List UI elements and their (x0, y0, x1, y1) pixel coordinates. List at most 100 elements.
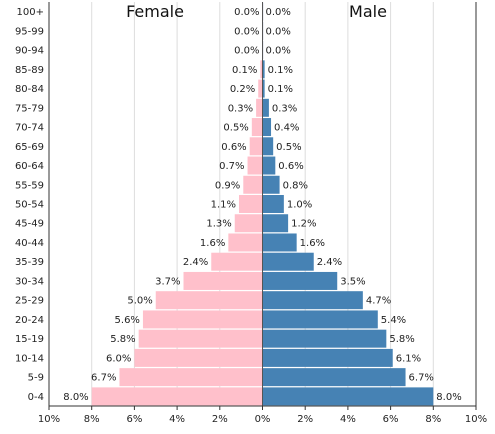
age-group-label: 95-99 (15, 26, 44, 37)
female-value-label: 0.7% (219, 161, 244, 172)
female-bar-10-14 (134, 348, 263, 367)
age-group-label: 30-34 (15, 276, 44, 287)
female-bar-35-39 (211, 252, 263, 271)
male-value-label: 1.6% (300, 238, 325, 249)
male-series-title: Male (349, 2, 387, 21)
female-bar-20-24 (142, 310, 263, 329)
female-bar-55-59 (243, 175, 263, 194)
male-bar-45-49 (262, 214, 289, 233)
female-value-label: 0.3% (228, 103, 253, 114)
male-value-label: 0.6% (278, 161, 303, 172)
x-tick-label: 8% (425, 414, 441, 425)
female-bar-5-9 (119, 368, 263, 387)
male-bar-40-44 (262, 233, 297, 252)
female-value-label: 0.1% (232, 65, 257, 76)
female-value-label: 0.5% (223, 123, 248, 134)
female-bar-65-69 (249, 137, 263, 156)
male-value-label: 5.8% (389, 334, 414, 345)
x-tick-label: 4% (340, 414, 356, 425)
male-bar-35-39 (262, 252, 314, 271)
female-bar-40-44 (228, 233, 263, 252)
male-value-label: 0.5% (276, 142, 301, 153)
age-group-label: 50-54 (15, 200, 44, 211)
x-tick-label: 10% (38, 414, 60, 425)
female-value-label: 1.6% (200, 238, 225, 249)
x-tick-label: 10% (465, 414, 487, 425)
female-value-label: 1.3% (206, 219, 231, 230)
male-bar-5-9 (262, 368, 406, 387)
age-group-label: 70-74 (15, 123, 44, 134)
female-bar-60-64 (247, 156, 263, 175)
female-value-label: 6.0% (106, 353, 131, 364)
male-bar-55-59 (262, 175, 280, 194)
male-value-label: 4.7% (366, 296, 391, 307)
female-value-label: 0.6% (221, 142, 246, 153)
x-tick-label: 0% (255, 414, 271, 425)
age-group-label: 60-64 (15, 161, 44, 172)
male-value-label: 0.8% (283, 180, 308, 191)
male-value-label: 1.0% (287, 200, 312, 211)
x-tick-label: 6% (126, 414, 142, 425)
male-value-label: 6.7% (409, 373, 434, 384)
female-bar-85-89 (260, 60, 263, 79)
age-group-label: 75-79 (15, 103, 44, 114)
age-group-label: 65-69 (15, 142, 44, 153)
age-group-label: 80-84 (15, 84, 44, 95)
male-bar-10-14 (262, 348, 393, 367)
age-group-label: 20-24 (15, 315, 44, 326)
age-group-label: 35-39 (15, 257, 44, 268)
male-value-label: 8.0% (436, 392, 461, 403)
age-group-label: 55-59 (15, 180, 44, 191)
female-series-title: Female (126, 2, 184, 21)
female-value-label: 0.9% (215, 180, 240, 191)
male-value-label: 0.1% (268, 65, 293, 76)
female-value-label: 2.4% (183, 257, 208, 268)
age-group-label: 100+ (17, 7, 44, 18)
male-bar-70-74 (262, 118, 272, 137)
female-value-label: 8.0% (63, 392, 88, 403)
male-value-label: 0.0% (266, 7, 291, 18)
female-bar-45-49 (234, 214, 263, 233)
female-value-label: 1.1% (211, 200, 236, 211)
x-tick-label: 2% (212, 414, 228, 425)
male-value-label: 0.1% (268, 84, 293, 95)
female-bar-0-4 (91, 387, 263, 406)
age-group-label: 85-89 (15, 65, 44, 76)
x-tick-label: 2% (297, 414, 313, 425)
age-group-label: 5-9 (28, 373, 44, 384)
age-group-label: 0-4 (28, 392, 44, 403)
female-value-label: 3.7% (155, 276, 180, 287)
male-bar-30-34 (262, 271, 338, 290)
female-value-label: 5.8% (110, 334, 135, 345)
male-value-label: 0.0% (266, 26, 291, 37)
age-group-label: 45-49 (15, 219, 44, 230)
female-bar-75-79 (256, 98, 263, 117)
male-bar-80-84 (262, 79, 265, 98)
age-group-label: 40-44 (15, 238, 44, 249)
male-bar-20-24 (262, 310, 378, 329)
x-tick-label: 8% (84, 414, 100, 425)
male-bar-0-4 (262, 387, 434, 406)
x-tick-label: 4% (169, 414, 185, 425)
female-value-label: 0.0% (234, 46, 259, 57)
male-value-label: 1.2% (291, 219, 316, 230)
female-bar-50-54 (239, 195, 263, 213)
female-bar-70-74 (251, 118, 263, 137)
male-bar-60-64 (262, 156, 276, 175)
x-tick-label: 6% (383, 414, 399, 425)
male-bar-65-69 (262, 137, 274, 156)
male-value-label: 0.4% (274, 123, 299, 134)
female-value-label: 5.0% (127, 296, 152, 307)
age-group-label: 90-94 (15, 46, 44, 57)
male-value-label: 3.5% (340, 276, 365, 287)
female-value-label: 0.0% (234, 26, 259, 37)
male-bar-25-29 (262, 291, 363, 310)
male-value-label: 2.4% (317, 257, 342, 268)
male-value-label: 0.3% (272, 103, 297, 114)
age-group-label: 25-29 (15, 296, 44, 307)
female-bar-15-19 (138, 329, 263, 348)
female-value-label: 6.7% (91, 373, 116, 384)
male-value-label: 6.1% (396, 353, 421, 364)
age-group-label: 15-19 (15, 334, 44, 345)
